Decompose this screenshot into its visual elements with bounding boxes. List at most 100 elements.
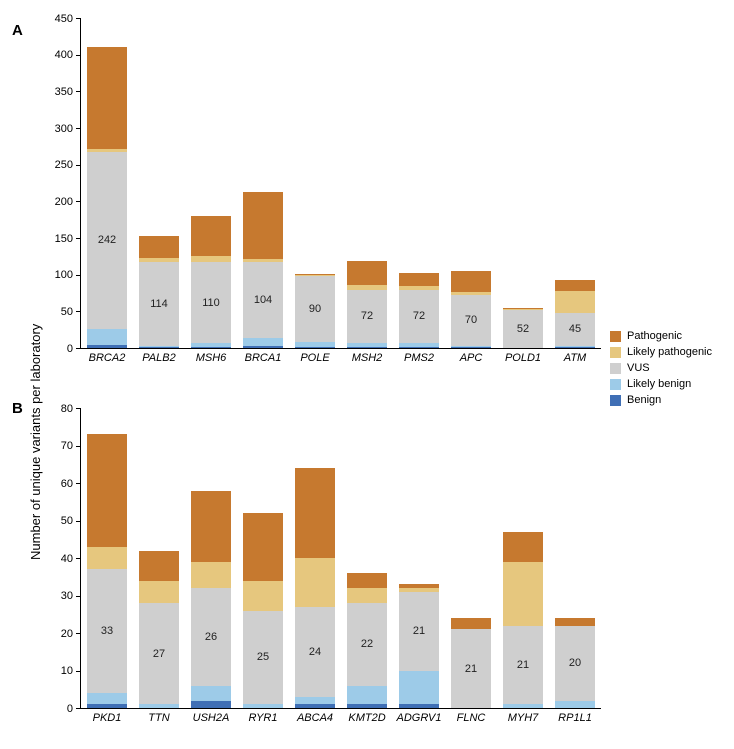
y-tick-mark	[76, 165, 81, 166]
bar-segment-pathogenic	[451, 618, 492, 629]
bar-segment-likely_benign	[87, 329, 128, 345]
bar-segment-benign	[191, 701, 232, 709]
bar-segment-likely_pathogenic	[191, 562, 232, 588]
bar	[191, 491, 232, 709]
y-tick-mark	[76, 671, 81, 672]
bar	[555, 618, 596, 708]
bar	[243, 192, 284, 348]
category-label: FLNC	[457, 712, 486, 724]
bar	[399, 584, 440, 708]
y-tick-label: 250	[55, 159, 73, 171]
bar-segment-vus	[191, 588, 232, 686]
bar	[191, 216, 232, 348]
bar-segment-benign	[295, 704, 336, 708]
y-tick-mark	[76, 408, 81, 409]
bar-segment-likely_pathogenic	[243, 581, 284, 611]
bar-segment-vus	[243, 262, 284, 338]
bar-slot: POLE90	[289, 18, 341, 348]
y-tick-label: 50	[61, 306, 73, 318]
category-label: ADGRV1	[396, 712, 441, 724]
bar	[139, 551, 180, 709]
legend-swatch	[610, 395, 621, 406]
y-tick-label: 150	[55, 233, 73, 245]
bar	[399, 273, 440, 348]
bar-slot: POLD152	[497, 18, 549, 348]
bar-slot: USH2A26	[185, 408, 237, 708]
y-tick-label: 20	[61, 628, 73, 640]
bar-segment-benign	[139, 347, 180, 348]
bar-segment-likely_pathogenic	[503, 562, 544, 626]
bar-segment-likely_pathogenic	[555, 291, 596, 313]
bar-segment-pathogenic	[139, 236, 180, 258]
legend-item: VUS	[610, 362, 712, 374]
bar-segment-pathogenic	[555, 618, 596, 626]
legend-swatch	[610, 379, 621, 390]
bar	[503, 308, 544, 348]
category-label: PALB2	[142, 352, 175, 364]
y-tick-mark	[76, 128, 81, 129]
bar-slot: KMT2D22	[341, 408, 393, 708]
bar	[503, 532, 544, 708]
bar-segment-likely_benign	[399, 671, 440, 705]
y-tick-mark	[76, 55, 81, 56]
bar-slot: MSH6110	[185, 18, 237, 348]
y-tick-mark	[76, 238, 81, 239]
legend-swatch	[610, 363, 621, 374]
y-tick-mark	[76, 596, 81, 597]
bar	[347, 573, 388, 708]
y-tick-mark	[76, 201, 81, 202]
panel-b-label: B	[12, 400, 23, 417]
figure: A B Number of unique variants per labora…	[0, 0, 734, 749]
bar-segment-likely_pathogenic	[139, 581, 180, 604]
bar-segment-vus	[87, 152, 128, 329]
bar-segment-pathogenic	[503, 532, 544, 562]
y-axis-label: Number of unique variants per laboratory	[28, 324, 43, 560]
bar-segment-likely_benign	[243, 704, 284, 708]
legend: Pathogenic Likely pathogenic VUS Likely ben…	[610, 330, 712, 410]
bar-segment-vus	[243, 611, 284, 705]
bar-segment-likely_benign	[503, 704, 544, 708]
panel-b-plot: PKD133TTN27USH2A26RYR125ABCA424KMT2D22AD…	[80, 408, 601, 709]
y-tick-label: 50	[61, 515, 73, 527]
legend-label: Pathogenic	[627, 330, 682, 342]
bar-segment-vus	[87, 569, 128, 693]
bar-segment-vus	[295, 276, 336, 342]
y-tick-label: 350	[55, 86, 73, 98]
y-tick-mark	[76, 446, 81, 447]
bar-slot: FLNC21	[445, 408, 497, 708]
legend-swatch	[610, 331, 621, 342]
panel-b-bars: PKD133TTN27USH2A26RYR125ABCA424KMT2D22AD…	[81, 408, 601, 708]
y-tick-mark	[76, 483, 81, 484]
bar-segment-likely_benign	[295, 697, 336, 705]
y-tick-label: 70	[61, 440, 73, 452]
panel-a-label: A	[12, 22, 23, 39]
bar-segment-pathogenic	[191, 491, 232, 562]
bar-segment-benign	[399, 704, 440, 708]
category-label: PKD1	[93, 712, 122, 724]
y-tick-label: 450	[55, 13, 73, 25]
legend-item: Likely pathogenic	[610, 346, 712, 358]
y-tick-label: 10	[61, 665, 73, 677]
legend-item: Benign	[610, 394, 712, 406]
bar-segment-pathogenic	[139, 551, 180, 581]
bar-segment-pathogenic	[399, 273, 440, 286]
bar	[451, 618, 492, 708]
y-tick-mark	[76, 348, 81, 349]
bar-segment-vus	[555, 626, 596, 701]
bar-segment-benign	[243, 346, 284, 348]
bar-slot: PALB2114	[133, 18, 185, 348]
bar-slot: BRCA2242	[81, 18, 133, 348]
y-tick-label: 80	[61, 403, 73, 415]
bar-slot: ABCA424	[289, 408, 341, 708]
y-tick-label: 0	[67, 703, 73, 715]
y-tick-mark	[76, 275, 81, 276]
legend-item: Likely benign	[610, 378, 712, 390]
bar-segment-benign	[87, 345, 128, 348]
bar-segment-vus	[399, 592, 440, 671]
bar-segment-likely_benign	[555, 701, 596, 709]
legend-label: Benign	[627, 394, 661, 406]
bar-segment-likely_benign	[139, 704, 180, 708]
bar-slot: BRCA1104	[237, 18, 289, 348]
legend-swatch	[610, 347, 621, 358]
bar	[295, 274, 336, 348]
